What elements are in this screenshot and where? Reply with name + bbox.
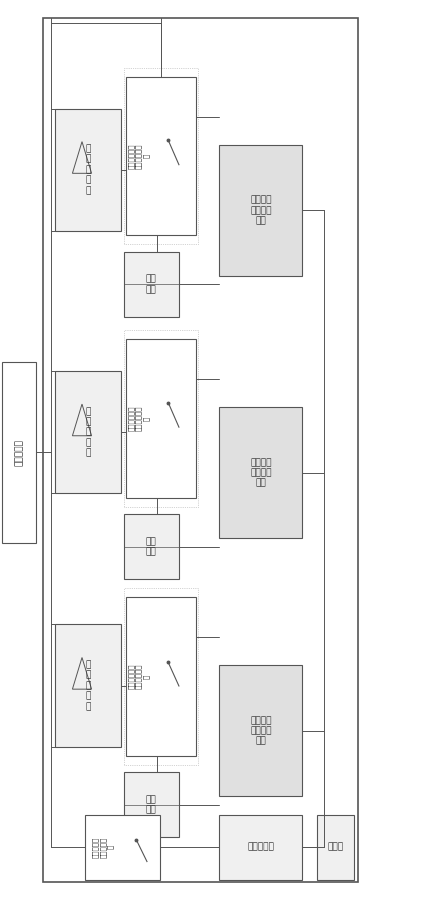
Bar xyxy=(124,68,198,244)
Bar xyxy=(124,772,179,837)
Bar xyxy=(124,330,198,507)
Bar xyxy=(219,407,302,538)
Bar xyxy=(2,362,36,543)
Bar xyxy=(85,814,160,880)
Bar xyxy=(124,588,198,765)
Text: 上位机: 上位机 xyxy=(328,843,343,852)
Text: 电池单元
电池检测
总成: 电池单元 电池检测 总成 xyxy=(250,195,272,225)
Bar xyxy=(43,18,358,882)
Bar xyxy=(219,665,302,796)
Bar xyxy=(55,624,121,747)
Text: 充电或负载: 充电或负载 xyxy=(14,439,24,466)
Bar xyxy=(219,145,302,276)
Bar xyxy=(124,588,198,765)
Bar xyxy=(55,109,121,231)
Text: 电池单元
电池检测
总成: 电池单元 电池检测 总成 xyxy=(250,716,272,746)
Text: 电池单元
电池检测
总成: 电池单元 电池检测 总成 xyxy=(250,458,272,488)
Text: 主控制开关
主控制开关
一: 主控制开关 主控制开关 一 xyxy=(92,836,114,858)
Text: 主控制系统: 主控制系统 xyxy=(248,843,274,852)
Bar xyxy=(219,814,302,880)
Bar xyxy=(124,252,179,317)
Text: 本
蓄
电
池
一: 本 蓄 电 池 一 xyxy=(86,145,91,195)
Text: 本
蓄
电
池
一: 本 蓄 电 池 一 xyxy=(86,407,91,457)
Bar xyxy=(126,339,196,498)
Text: 继电
器一: 继电 器一 xyxy=(146,537,157,557)
Bar xyxy=(124,68,198,244)
Bar xyxy=(126,597,196,756)
Text: 一级互锁开关
一级互锁触头
一: 一级互锁开关 一级互锁触头 一 xyxy=(127,405,150,432)
Bar xyxy=(317,814,354,880)
Bar xyxy=(124,330,198,507)
Text: 继电
器一: 继电 器一 xyxy=(146,274,157,294)
Text: 本
蓄
电
池
一: 本 蓄 电 池 一 xyxy=(86,661,91,710)
Bar xyxy=(126,77,196,235)
Text: 继电
器一: 继电 器一 xyxy=(146,795,157,814)
Bar xyxy=(124,514,179,579)
Bar xyxy=(55,371,121,493)
Text: 一级互锁开关
一级互锁触头
一: 一级互锁开关 一级互锁触头 一 xyxy=(127,143,150,169)
Text: 一级互锁开关
一级互锁触头
一: 一级互锁开关 一级互锁触头 一 xyxy=(127,663,150,690)
